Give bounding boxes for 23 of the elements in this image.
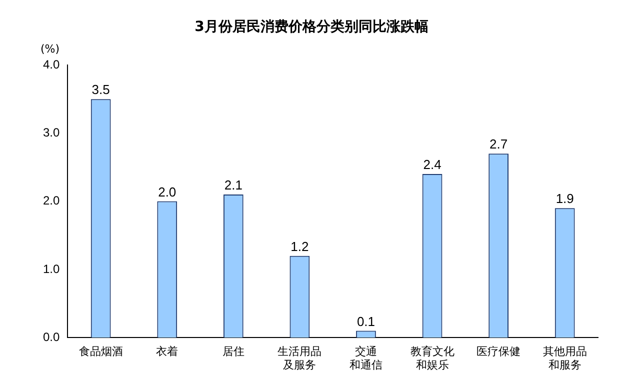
y-axis-title: (%) <box>40 42 60 56</box>
x-tick-label: 居住 <box>222 345 244 358</box>
data-label: 2.1 <box>224 178 242 193</box>
data-label: 1.9 <box>556 191 574 206</box>
data-label: 2.4 <box>423 157 442 172</box>
x-tick-label: 教育文化和娱乐 <box>410 345 454 372</box>
chart-title: 3月份居民消费价格分类别同比涨跌幅 <box>194 18 430 36</box>
x-tick-label: 生活用品及服务 <box>278 345 322 372</box>
x-tick-label: 其他用品和服务 <box>542 345 587 372</box>
y-tick-label: 2.0 <box>42 194 60 208</box>
x-tick-label: 食品烟酒 <box>78 345 123 358</box>
data-label: 1.2 <box>290 238 309 254</box>
x-tick-label: 衣着 <box>156 345 178 358</box>
data-label: 0.1 <box>356 314 376 329</box>
data-label: 2.0 <box>158 184 176 200</box>
x-tick-label: 交通和通信 <box>349 345 382 372</box>
y-tick-label: 0.0 <box>42 330 60 344</box>
x-tick-label: 医疗保健 <box>476 345 521 358</box>
data-label: 2.7 <box>490 136 508 152</box>
y-tick-label: 3.0 <box>42 125 60 140</box>
y-tick-label: 1.0 <box>42 262 60 276</box>
y-tick-label: 4.0 <box>42 57 60 72</box>
data-label: 3.5 <box>92 82 110 98</box>
